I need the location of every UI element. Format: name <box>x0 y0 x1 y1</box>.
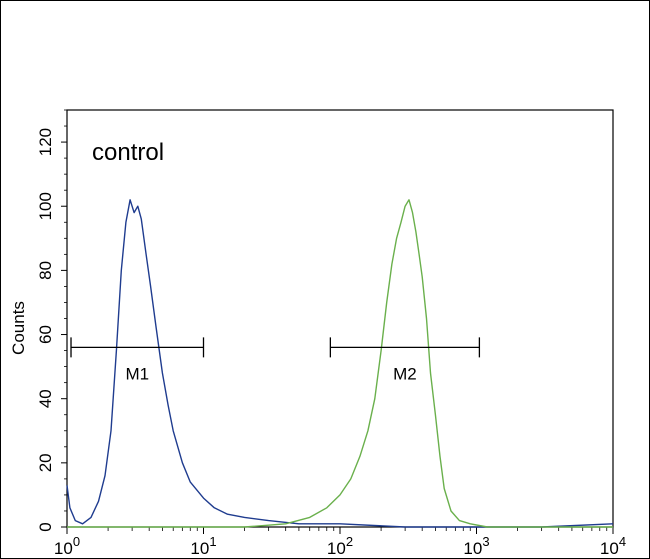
marker-layer: M1 M2 <box>70 337 481 383</box>
histogram-series-2 <box>67 199 613 528</box>
y-tick-label: 20 <box>36 453 55 472</box>
marker-m1-label: M1 <box>125 364 149 383</box>
x-tick-label: 103 <box>463 534 489 558</box>
plot-frame <box>66 109 614 528</box>
x-tick-label: 100 <box>54 534 80 558</box>
histogram-series-1 <box>66 199 614 528</box>
series-layer <box>66 199 614 528</box>
plot-axes: 0 20 40 60 80 100 120 100 101 102 103 104 <box>36 109 626 558</box>
y-tick-label: 0 <box>36 522 55 531</box>
y-tick-label: 80 <box>36 261 55 280</box>
y-tick-label: 40 <box>36 389 55 408</box>
y-axis-label: Counts <box>9 301 28 355</box>
y-tick-label: 120 <box>36 128 55 156</box>
y-tick-label: 60 <box>36 325 55 344</box>
x-tick-label: 102 <box>327 534 353 558</box>
x-tick-label: 101 <box>190 534 216 558</box>
chart-annotation: control <box>92 139 164 166</box>
marker-m2-label: M2 <box>393 364 417 383</box>
x-tick-label: 104 <box>600 534 626 558</box>
y-tick-label: 100 <box>36 192 55 220</box>
